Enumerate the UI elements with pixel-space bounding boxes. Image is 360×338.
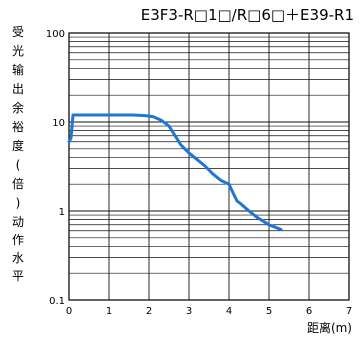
y-label-char: 输 xyxy=(12,62,24,77)
y-tick-label: 100 xyxy=(46,29,65,40)
series xyxy=(67,113,283,231)
y-label-char: 水 xyxy=(12,251,24,265)
tick-labels: 0 1 2 3 4 5 6 7 0.1 1 10 100 xyxy=(46,29,352,317)
y-label-char: 出 xyxy=(12,82,24,96)
y-tick-label: 10 xyxy=(52,118,65,129)
y-label-char: ) xyxy=(16,196,21,210)
x-tick-label: 7 xyxy=(346,306,352,317)
x-tick-label: 3 xyxy=(186,306,192,317)
grid xyxy=(68,32,350,301)
series-line xyxy=(67,113,283,231)
plot-frame xyxy=(68,32,350,301)
y-label-char: 受 xyxy=(12,25,24,39)
y-label-char: ( xyxy=(16,158,21,172)
y-label-char: 平 xyxy=(12,269,24,283)
x-tick-label: 6 xyxy=(306,306,312,317)
y-label-char: 余 xyxy=(12,100,24,115)
y-label-char: 光 xyxy=(12,44,24,58)
x-tick-label: 4 xyxy=(226,306,232,317)
y-label-char: 裕 xyxy=(12,119,24,134)
x-tick-label: 5 xyxy=(266,306,272,317)
x-tick-label: 1 xyxy=(106,306,112,317)
y-label-char: 作 xyxy=(12,233,24,247)
y-label-char: 倍 xyxy=(12,176,24,191)
x-tick-label: 2 xyxy=(146,306,152,317)
axes xyxy=(68,32,350,301)
x-tick-label: 0 xyxy=(66,306,72,317)
chart-title: E3F3-R□1□/R□6□＋E39-R1 xyxy=(141,6,354,24)
y-label-char: 动 xyxy=(12,215,24,229)
y-tick-label: 1 xyxy=(59,207,65,218)
y-tick-label: 0.1 xyxy=(49,296,65,307)
x-axis-label: 距离(m) xyxy=(307,320,352,335)
y-label-char: 度 xyxy=(12,138,24,153)
